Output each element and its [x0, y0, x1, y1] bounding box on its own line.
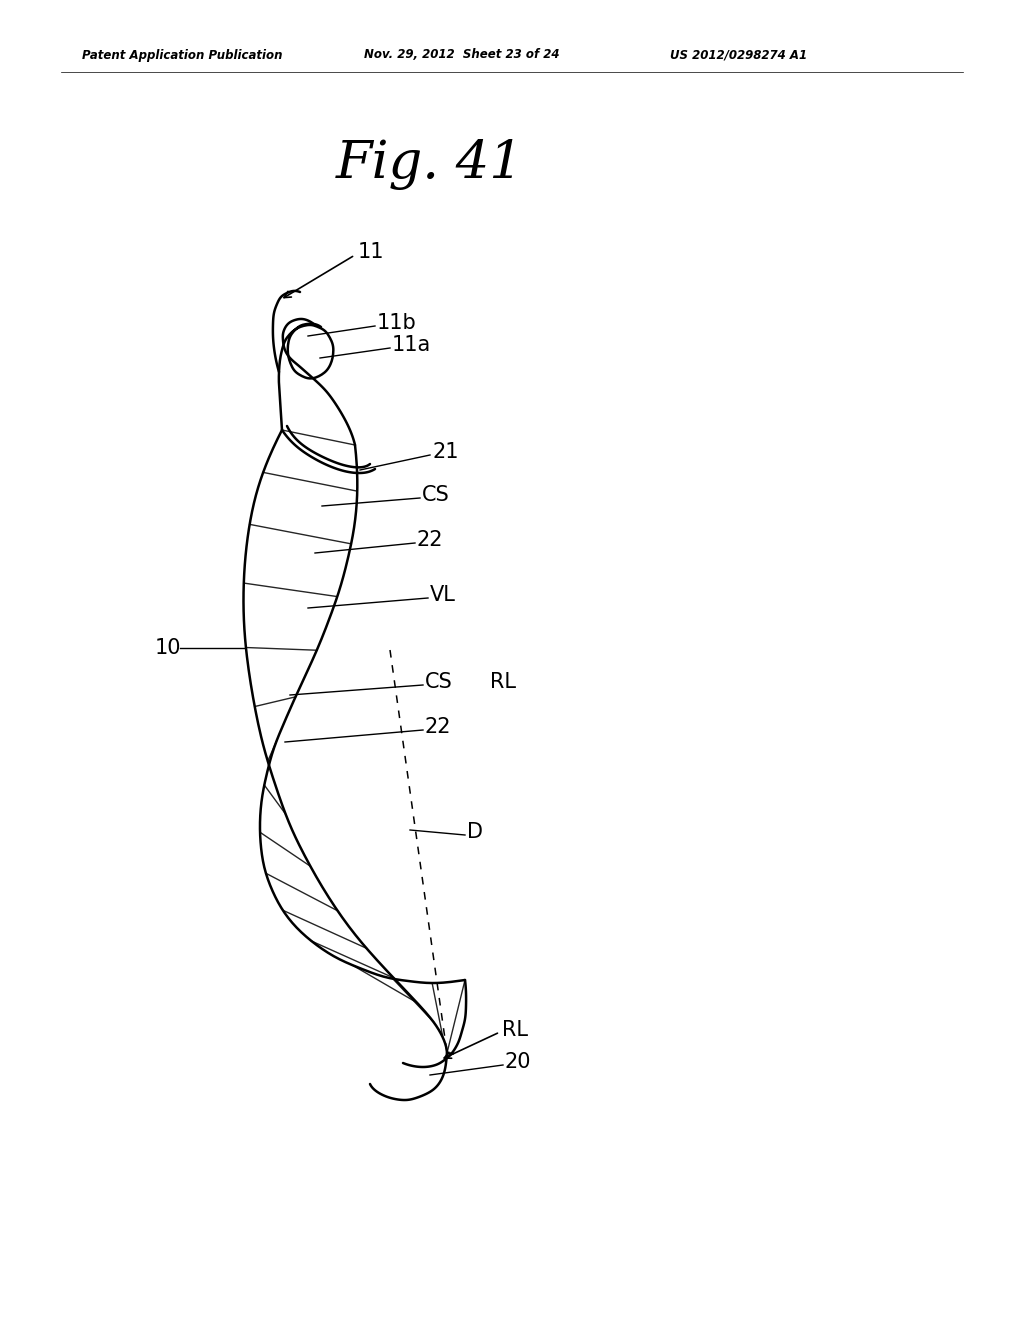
Text: Fig. 41: Fig. 41 [336, 140, 524, 190]
Text: 11: 11 [358, 242, 384, 261]
Text: US 2012/0298274 A1: US 2012/0298274 A1 [670, 49, 807, 62]
Text: 22: 22 [417, 531, 443, 550]
Text: Nov. 29, 2012  Sheet 23 of 24: Nov. 29, 2012 Sheet 23 of 24 [364, 49, 559, 62]
Text: 22: 22 [425, 717, 452, 737]
Text: 11a: 11a [392, 335, 431, 355]
Text: RL: RL [502, 1020, 528, 1040]
Text: RL: RL [490, 672, 516, 692]
Text: CS: CS [422, 484, 450, 506]
Text: 20: 20 [505, 1052, 531, 1072]
Text: CS: CS [425, 672, 453, 692]
Text: 11b: 11b [377, 313, 417, 333]
Text: 10: 10 [155, 638, 181, 657]
Text: D: D [467, 822, 483, 842]
Text: VL: VL [430, 585, 456, 605]
Text: 21: 21 [432, 442, 459, 462]
Text: Patent Application Publication: Patent Application Publication [82, 49, 283, 62]
